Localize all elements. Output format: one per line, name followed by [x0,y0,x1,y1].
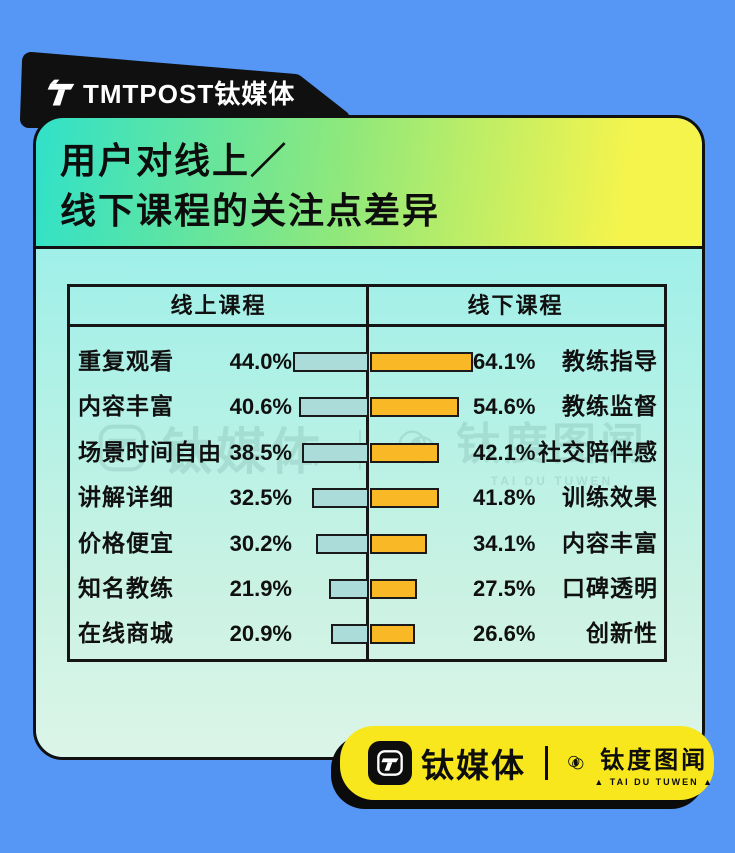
chart-card: 用户对线上／ 线下课程的关注点差异 [33,115,705,760]
footer-brand: 钛媒体 [421,747,526,784]
row-right-label: 教练指导 [562,348,658,374]
row-right-bar [370,397,459,418]
row-left-label: 在线商城 [78,620,174,647]
row-left-label: 讲解详细 [78,484,174,511]
title-line-1: 用户对线上／ [60,140,289,181]
row-right-bar [370,533,427,554]
row-left-value: 20.9% [229,621,292,647]
row-right-value: 34.1% [473,530,536,556]
tmt-logo-square [368,741,412,785]
table-row: 内容丰富 40.6% 54.6% 教练监督 [70,384,664,429]
card-body [36,249,702,757]
tmtpost-logo-icon [47,79,75,105]
row-right-value: 42.1% [473,439,536,465]
row-right-bar [370,442,439,463]
row-left-label: 重复观看 [78,348,174,374]
column-header-offline: 线下课程 [467,293,564,318]
row-right-bar [370,352,473,372]
row-left-value: 21.9% [229,576,292,601]
row-left-bar [312,488,369,509]
table-row: 在线商城 20.9% 26.6% 创新性 [70,611,664,656]
row-right-label: 教练监督 [562,393,658,420]
row-left-label: 内容丰富 [78,393,174,420]
row-right-value: 64.1% [473,349,536,374]
row-right-value: 41.8% [473,485,536,511]
row-left-bar [293,352,369,372]
table-center-divider [366,287,369,659]
row-left-label: 知名教练 [78,575,174,601]
table-row: 知名教练 21.9% 27.5% 口碑透明 [70,566,664,611]
row-right-label: 内容丰富 [562,529,658,556]
row-left-label: 场景时间自由 [78,438,222,465]
row-right-value: 26.6% [473,621,536,647]
title-line-2: 线下课程的关注点差异 [60,190,441,231]
row-right-value: 27.5% [473,576,536,601]
card-header: 用户对线上／ 线下课程的关注点差异 [36,118,702,249]
row-right-bar [370,579,417,599]
table-row: 讲解详细 32.5% 41.8% 训练效果 [70,475,664,520]
row-right-label: 训练效果 [562,484,658,511]
table-rows: 重复观看 44.0% 64.1% 教练指导内容丰富 40.6% 54.6% 教练监督场景时间… [70,327,664,659]
row-right-label: 社交陪伴感 [538,438,658,465]
footer-eye-icon [568,755,584,770]
column-header-online: 线上课程 [170,293,267,318]
row-left-value: 44.0% [229,349,292,374]
footer-divider [545,746,548,780]
row-left-bar [302,442,369,463]
row-left-value: 38.5% [229,439,292,465]
row-left-value: 30.2% [229,530,292,556]
comparison-table: 线上课程 线下课程 重复观看 44.0% 64.1% 教练指导内容丰富 40.6% 54.… [67,284,667,662]
table-row: 重复观看 44.0% 64.1% 教练指导 [70,339,664,384]
row-left-label: 价格便宜 [78,529,174,556]
row-left-value: 32.5% [229,485,292,511]
row-right-label: 口碑透明 [562,575,658,601]
top-badge: TMTPOST钛媒体 [46,74,295,111]
row-right-value: 54.6% [473,394,536,420]
footer-sub-brand: 钛度图闻 [600,746,709,774]
row-left-bar [329,579,369,599]
row-right-bar [370,624,415,645]
tmt-logo-icon [377,750,403,776]
row-right-label: 创新性 [586,620,658,647]
footer-caption: ▲ TAI DU TUWEN ▲ [594,776,714,787]
top-badge-brand: TMTPOST钛媒体 [83,79,296,109]
row-right-bar [370,488,439,509]
page-title: 用户对线上／ 线下课程的关注点差异 [36,118,702,236]
row-left-bar [299,397,369,418]
row-left-bar [316,533,369,554]
footer-badge: 钛媒体 钛度图闻 ▲ TAI DU TUWEN ▲ [340,726,714,800]
row-left-bar [331,624,369,645]
table-row: 价格便宜 30.2% 34.1% 内容丰富 [70,521,664,566]
table-row: 场景时间自由 38.5% 42.1% 社交陪伴感 [70,430,664,475]
row-left-value: 40.6% [229,394,292,420]
